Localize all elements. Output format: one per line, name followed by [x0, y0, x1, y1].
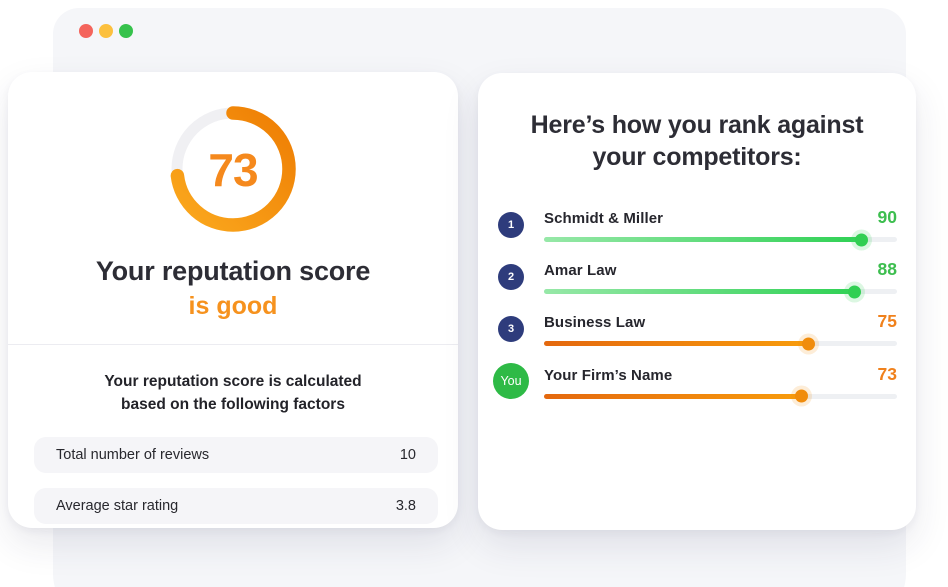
divider	[8, 344, 458, 345]
rank-row: 2 Amar Law 88	[493, 259, 897, 298]
rank-badge-col: 2	[493, 263, 529, 290]
competitor-name: Amar Law	[544, 262, 617, 279]
ranking-title-line2: your competitors:	[592, 143, 802, 171]
factor-row-rating: Average star rating 3.8	[34, 488, 438, 524]
rank-badge-col: You	[493, 363, 529, 399]
competitor-ranking-card: Here’s how you rank against your competi…	[478, 73, 916, 530]
rank-badge-col: 1	[493, 211, 529, 238]
score-bar-track	[544, 389, 897, 403]
ranking-title: Here’s how you rank against your competi…	[478, 109, 916, 173]
competitor-name: Your Firm’s Name	[544, 366, 673, 384]
rank-row-main: Business Law 75	[544, 311, 897, 350]
bar-fill	[544, 285, 861, 298]
bar-fill	[544, 337, 815, 350]
factor-row-reviews: Total number of reviews 10	[34, 437, 438, 473]
ranking-list: 1 Schmidt & Miller 90 2	[493, 207, 897, 403]
rank-row-main: Amar Law 88	[544, 259, 897, 298]
bar-knob-icon	[801, 337, 815, 350]
gauge-arc	[170, 106, 296, 232]
competitor-score: 90	[877, 207, 897, 227]
rank-row-main: Schmidt & Miller 90	[544, 207, 897, 246]
score-bar-track	[544, 285, 897, 298]
rank-badge: 2	[498, 263, 524, 290]
score-subtitle: is good	[188, 292, 278, 320]
bar-knob-icon	[854, 233, 868, 246]
score-value: 73	[208, 144, 258, 196]
expand-window-icon[interactable]	[119, 24, 133, 38]
factor-value: 3.8	[395, 498, 416, 514]
score-bar-track	[544, 233, 897, 246]
rank-row: 3 Business Law 75	[493, 311, 897, 350]
bar-knob-icon	[794, 389, 808, 403]
minimize-window-icon[interactable]	[99, 24, 113, 38]
rank-badge-col: 3	[493, 315, 529, 342]
gauge-ring-icon	[170, 106, 296, 232]
score-description: Your reputation score is calculated base…	[8, 370, 458, 416]
competitor-score: 73	[877, 363, 897, 384]
competitor-score: 88	[877, 259, 897, 279]
rank-row: You Your Firm’s Name 73	[493, 363, 897, 403]
reputation-score-card: 73 Your reputation score is good Your re…	[8, 72, 458, 528]
score-description-line1: Your reputation score is calculated	[104, 373, 362, 390]
bar-knob-icon	[847, 285, 861, 298]
bar-fill	[544, 233, 868, 246]
factor-value: 10	[399, 447, 416, 463]
score-gauge: 73	[162, 98, 304, 240]
bar-fill	[544, 389, 808, 403]
rank-badge: 3	[498, 315, 524, 342]
competitor-name: Schmidt & Miller	[544, 210, 664, 227]
close-window-icon[interactable]	[79, 24, 93, 38]
window-controls	[79, 24, 133, 38]
factor-list: Total number of reviews 10 Average star …	[34, 437, 438, 524]
ranking-title-line1: Here’s how you rank against	[530, 111, 864, 139]
factor-label: Total number of reviews	[56, 447, 210, 463]
you-badge: You	[493, 363, 529, 399]
score-description-line2: based on the following factors	[121, 396, 345, 413]
competitor-name: Business Law	[544, 314, 646, 331]
score-title: Your reputation score	[95, 256, 371, 286]
rank-badge: 1	[498, 211, 524, 238]
factor-label: Average star rating	[56, 498, 179, 514]
score-bar-track	[544, 337, 897, 350]
competitor-score: 75	[877, 311, 897, 331]
rank-row-main: Your Firm’s Name 73	[544, 363, 897, 403]
rank-row: 1 Schmidt & Miller 90	[493, 207, 897, 246]
